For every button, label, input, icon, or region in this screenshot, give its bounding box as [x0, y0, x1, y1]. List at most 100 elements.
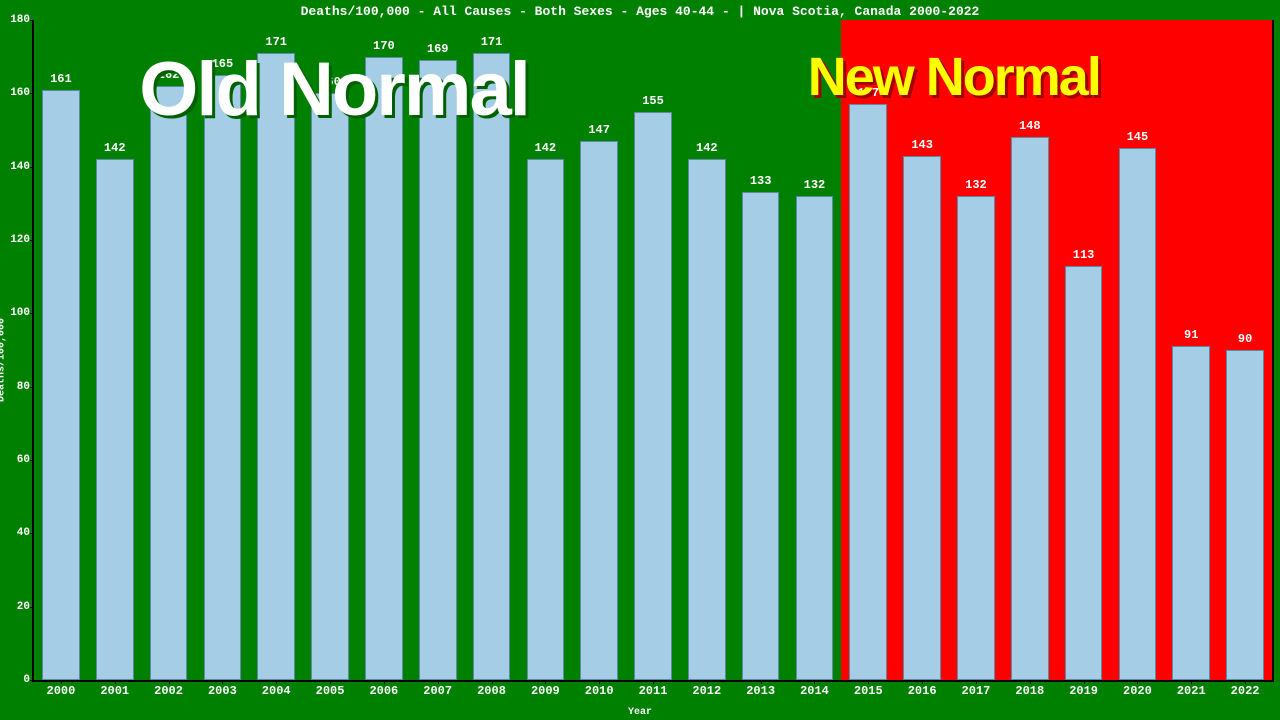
plot-area: 1611421621651711601701691711421471551421…: [32, 20, 1274, 682]
x-tick-label: 2019: [1069, 684, 1098, 698]
x-tick-mark: [1137, 680, 1138, 684]
bar-value-label: 142: [515, 141, 575, 155]
y-tick-mark: [30, 387, 34, 388]
x-tick-mark: [115, 680, 116, 684]
x-tick-label: 2010: [585, 684, 614, 698]
bar: [849, 104, 887, 680]
bar: [796, 196, 834, 680]
y-tick-label: 120: [6, 234, 30, 246]
annotation-text: New Normal: [808, 46, 1100, 108]
x-tick-mark: [1030, 680, 1031, 684]
x-tick-mark: [276, 680, 277, 684]
y-tick-label: 140: [6, 161, 30, 173]
bar: [903, 156, 941, 680]
x-axis-label: Year: [628, 707, 652, 718]
x-tick-label: 2009: [531, 684, 560, 698]
x-tick-mark: [545, 680, 546, 684]
x-tick-label: 2007: [423, 684, 452, 698]
x-tick-mark: [1191, 680, 1192, 684]
bar: [42, 90, 80, 680]
bar-value-label: 147: [569, 123, 629, 137]
y-tick-label: 100: [6, 307, 30, 319]
x-tick-mark: [384, 680, 385, 684]
bar: [150, 86, 188, 680]
x-tick-label: 2011: [639, 684, 668, 698]
bar: [1011, 137, 1049, 680]
bar: [742, 192, 780, 680]
chart-container: Deaths/100,000 - All Causes - Both Sexes…: [0, 0, 1280, 720]
y-tick-label: 40: [6, 527, 30, 539]
x-tick-label: 2004: [262, 684, 291, 698]
bar-value-label: 148: [1000, 119, 1060, 133]
chart-title: Deaths/100,000 - All Causes - Both Sexes…: [0, 4, 1280, 19]
bar: [1065, 266, 1103, 680]
x-tick-label: 2022: [1231, 684, 1260, 698]
x-tick-mark: [707, 680, 708, 684]
x-tick-label: 2017: [962, 684, 991, 698]
y-tick-mark: [30, 167, 34, 168]
bar: [311, 93, 349, 680]
y-tick-mark: [30, 680, 34, 681]
x-tick-mark: [1084, 680, 1085, 684]
bar-value-label: 132: [946, 178, 1006, 192]
y-tick-label: 180: [6, 14, 30, 26]
x-tick-mark: [976, 680, 977, 684]
x-tick-label: 2021: [1177, 684, 1206, 698]
bar: [688, 159, 726, 680]
y-tick-mark: [30, 533, 34, 534]
x-tick-label: 2000: [47, 684, 76, 698]
bar-value-label: 142: [85, 141, 145, 155]
bar-value-label: 145: [1107, 130, 1167, 144]
y-tick-label: 80: [6, 381, 30, 393]
bar: [96, 159, 134, 680]
x-tick-label: 2002: [154, 684, 183, 698]
bar: [580, 141, 618, 680]
x-tick-label: 2016: [908, 684, 937, 698]
bar: [634, 112, 672, 680]
bar-value-label: 142: [677, 141, 737, 155]
y-tick-label: 60: [6, 454, 30, 466]
x-tick-mark: [599, 680, 600, 684]
x-tick-label: 2003: [208, 684, 237, 698]
x-tick-label: 2008: [477, 684, 506, 698]
bar: [257, 53, 295, 680]
bar: [1119, 148, 1157, 680]
x-tick-label: 2001: [100, 684, 129, 698]
x-tick-label: 2015: [854, 684, 883, 698]
bar: [957, 196, 995, 680]
x-tick-label: 2013: [746, 684, 775, 698]
x-tick-mark: [492, 680, 493, 684]
y-tick-mark: [30, 20, 34, 21]
bar-value-label: 132: [784, 178, 844, 192]
x-tick-mark: [169, 680, 170, 684]
bar-value-label: 133: [731, 174, 791, 188]
x-tick-mark: [922, 680, 923, 684]
x-tick-label: 2020: [1123, 684, 1152, 698]
x-tick-mark: [868, 680, 869, 684]
y-tick-mark: [30, 240, 34, 241]
x-tick-label: 2006: [369, 684, 398, 698]
y-tick-label: 160: [6, 87, 30, 99]
y-tick-mark: [30, 460, 34, 461]
bar: [204, 75, 242, 680]
x-tick-label: 2005: [316, 684, 345, 698]
x-tick-mark: [653, 680, 654, 684]
bar: [365, 57, 403, 680]
annotation-text: Old Normal: [139, 46, 529, 133]
y-tick-label: 0: [6, 674, 30, 686]
x-tick-label: 2012: [692, 684, 721, 698]
x-tick-mark: [814, 680, 815, 684]
x-tick-mark: [1245, 680, 1246, 684]
y-tick-mark: [30, 607, 34, 608]
bar: [527, 159, 565, 680]
bar-value-label: 113: [1054, 248, 1114, 262]
x-tick-mark: [330, 680, 331, 684]
x-tick-mark: [61, 680, 62, 684]
y-tick-mark: [30, 93, 34, 94]
bar: [419, 60, 457, 680]
x-tick-mark: [761, 680, 762, 684]
bar: [473, 53, 511, 680]
bar-value-label: 91: [1161, 328, 1221, 342]
x-tick-mark: [438, 680, 439, 684]
x-tick-label: 2018: [1015, 684, 1044, 698]
